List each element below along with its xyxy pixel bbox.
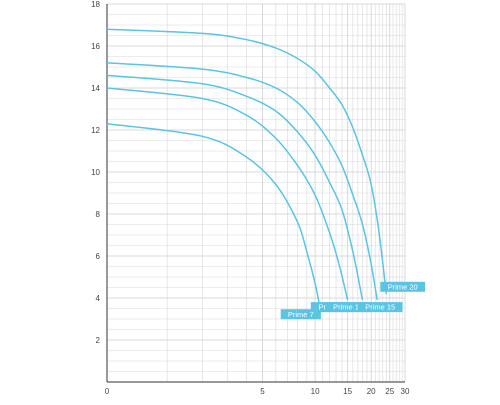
- series-line-prime-11: [106, 87, 349, 301]
- grid: [107, 3, 406, 382]
- y-tick-label: 12: [91, 126, 100, 135]
- series-line-prime-7: [106, 122, 320, 303]
- axes: 2 4 6 8 10 12 14 16 18 0 5 10 15 20 25 30: [91, 0, 410, 396]
- series-label-box-prime-15: [357, 302, 403, 313]
- y-tick-label: 18: [91, 0, 100, 9]
- y-tick-label: 8: [96, 210, 101, 219]
- x-tick-label: 20: [367, 387, 376, 396]
- x-tick-label: 25: [385, 387, 394, 396]
- x-tick-label: 15: [343, 387, 352, 396]
- x-tick-label: 30: [401, 387, 410, 396]
- x-tick-label: 10: [311, 387, 320, 396]
- series-label-prime-7: Prime 7: [288, 310, 314, 319]
- series-label-prime-20: Prime 20: [388, 282, 418, 291]
- y-tick-label: 16: [91, 42, 100, 51]
- y-tick-label: 4: [96, 294, 101, 303]
- x-tick-label: 0: [105, 387, 110, 396]
- y-tick-label: 10: [91, 168, 100, 177]
- series-label-box-prime-13: [325, 302, 371, 313]
- series-line-prime-20: [106, 28, 388, 294]
- series-line-prime-15: [106, 62, 378, 301]
- y-tick-label: 2: [96, 336, 101, 345]
- series-label-prime-15: Prime 15: [365, 303, 395, 312]
- series-label-prime-13: Prime 13: [333, 303, 363, 312]
- y-tick-label: 6: [96, 252, 101, 261]
- series-label-box-prime-7: [280, 309, 321, 320]
- series-label-box-prime-20: [380, 281, 426, 292]
- x-tick-label: 5: [260, 387, 265, 396]
- series-line-prime-13: [106, 74, 364, 301]
- y-tick-label: 14: [91, 84, 100, 93]
